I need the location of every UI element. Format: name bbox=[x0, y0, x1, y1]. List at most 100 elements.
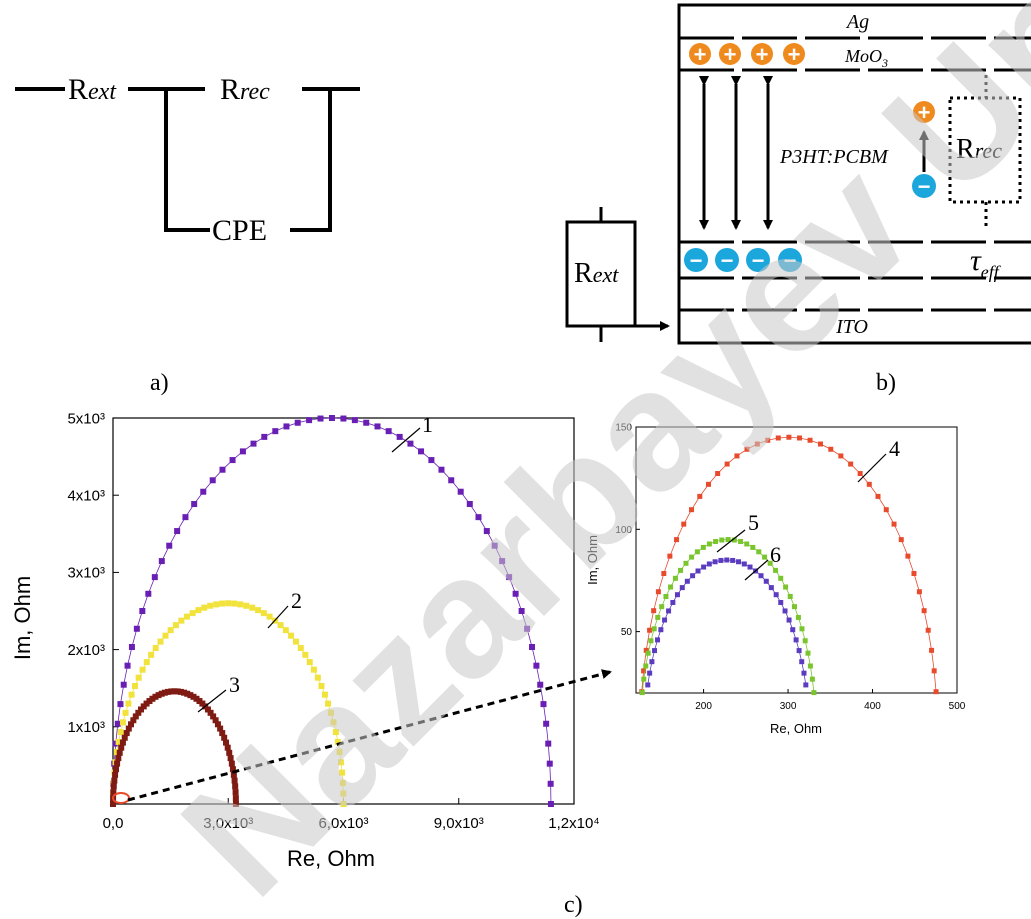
series-4-point bbox=[647, 627, 653, 633]
series-2-point bbox=[334, 738, 341, 745]
series-1-label: 1 bbox=[422, 412, 433, 437]
electron-icon bbox=[746, 248, 770, 272]
series-1-point bbox=[418, 448, 425, 455]
series-1-point bbox=[261, 433, 268, 440]
series-6-point bbox=[786, 617, 792, 623]
series-5-leader bbox=[716, 529, 746, 553]
series-3-point bbox=[165, 688, 172, 695]
series-1-point bbox=[466, 501, 473, 508]
series-1-point bbox=[174, 528, 181, 535]
series-4-point bbox=[857, 471, 863, 477]
series-3-point bbox=[190, 693, 197, 700]
series-5-point bbox=[706, 541, 712, 547]
series-1-point bbox=[537, 681, 544, 688]
series-1-point bbox=[128, 643, 135, 650]
series-2-point bbox=[237, 601, 244, 608]
series-6-point bbox=[782, 608, 788, 614]
r-ext-box-label: Rext bbox=[574, 258, 619, 289]
series-3-point bbox=[168, 688, 175, 695]
series-2-point bbox=[135, 674, 142, 681]
recombination-pair: + − bbox=[912, 100, 936, 199]
electron-icon bbox=[684, 248, 708, 272]
series-3-point bbox=[219, 730, 226, 737]
series-5-point bbox=[795, 614, 801, 620]
series-3-point bbox=[130, 717, 137, 724]
hole-symbol: + bbox=[918, 100, 931, 125]
series-6-point bbox=[768, 585, 774, 591]
series-3-point bbox=[184, 690, 191, 697]
series-6-point bbox=[758, 573, 764, 579]
series-1-point bbox=[191, 501, 198, 508]
layer-active-label: P3HT:PCBM bbox=[779, 146, 889, 168]
series-4-point bbox=[734, 453, 740, 459]
series-4-leader bbox=[857, 453, 887, 483]
series-6-point bbox=[684, 578, 690, 584]
hole-icon bbox=[751, 43, 773, 65]
y-tick-label: 2x10³ bbox=[67, 642, 105, 659]
series-1-point bbox=[158, 558, 165, 565]
series-6-point bbox=[712, 559, 718, 565]
series-3-point bbox=[230, 771, 237, 778]
series-1-point bbox=[166, 542, 173, 549]
series-4-point bbox=[883, 507, 889, 513]
series-4-point bbox=[706, 481, 712, 487]
series-2-point bbox=[207, 602, 214, 609]
series-2-label: 2 bbox=[291, 588, 302, 613]
series-4-point bbox=[661, 571, 667, 577]
series-1-point bbox=[529, 643, 536, 650]
series-1-point bbox=[151, 574, 158, 581]
series-4-point bbox=[724, 461, 730, 467]
series-2-point bbox=[162, 632, 169, 639]
series-2-point bbox=[117, 729, 124, 736]
series-6-point bbox=[674, 592, 680, 598]
series-2-point bbox=[292, 638, 299, 645]
series-2-point bbox=[219, 600, 226, 607]
series-2-leader bbox=[267, 605, 289, 629]
series-3-point bbox=[137, 706, 144, 713]
series-1-point bbox=[239, 448, 246, 455]
x-tick-label: 9,0x10³ bbox=[434, 815, 484, 832]
series-5-point bbox=[663, 593, 669, 599]
series-3-point bbox=[135, 709, 142, 716]
r-rec-label: Rrec bbox=[220, 73, 270, 106]
series-1-point bbox=[547, 780, 554, 787]
series-6-point bbox=[747, 564, 753, 570]
series-1-point bbox=[317, 415, 324, 422]
inset-axis-ticks: 200 300 400 500 50 100 150 bbox=[615, 423, 965, 713]
external-resistor bbox=[565, 207, 670, 342]
x-tick-label: 400 bbox=[864, 701, 881, 712]
inset-series-group bbox=[639, 434, 939, 696]
series-1-point bbox=[124, 662, 131, 669]
hole-icon bbox=[719, 43, 741, 65]
series-3-point bbox=[110, 801, 116, 807]
series-2-point bbox=[266, 613, 273, 620]
hole-icon bbox=[689, 43, 711, 65]
x-tick-label: 0,0 bbox=[103, 815, 124, 832]
series-5-point bbox=[791, 604, 797, 610]
series-5-point bbox=[678, 567, 684, 573]
y-tick-label: 150 bbox=[615, 423, 632, 434]
series-6-point bbox=[730, 557, 736, 563]
series-5-point bbox=[778, 575, 784, 581]
series-6-point bbox=[801, 670, 807, 676]
series-2-point bbox=[172, 622, 179, 629]
series-4-point bbox=[674, 537, 680, 543]
series-1-point bbox=[351, 417, 358, 424]
series-2-point bbox=[201, 604, 208, 611]
series-1-point bbox=[547, 801, 554, 807]
series-5-point bbox=[756, 549, 762, 555]
series-2-point bbox=[119, 719, 126, 726]
layer-boundaries bbox=[679, 36, 1031, 312]
nyquist-inset-chart: 200 300 400 500 50 100 150 Re, Ohm Im, Ohm 4 5… bbox=[585, 423, 966, 737]
series-2-point bbox=[128, 691, 135, 698]
series-5-point bbox=[809, 676, 815, 682]
series-4-point bbox=[925, 627, 931, 633]
series-5-point bbox=[725, 537, 731, 543]
series-2-point bbox=[213, 601, 220, 608]
series-1-point bbox=[438, 466, 445, 473]
series-2-point bbox=[325, 700, 332, 707]
hole-symbol: + bbox=[756, 42, 769, 67]
series-2-point bbox=[122, 709, 129, 716]
electron-symbol: − bbox=[752, 248, 765, 273]
series-6-point bbox=[652, 648, 658, 654]
